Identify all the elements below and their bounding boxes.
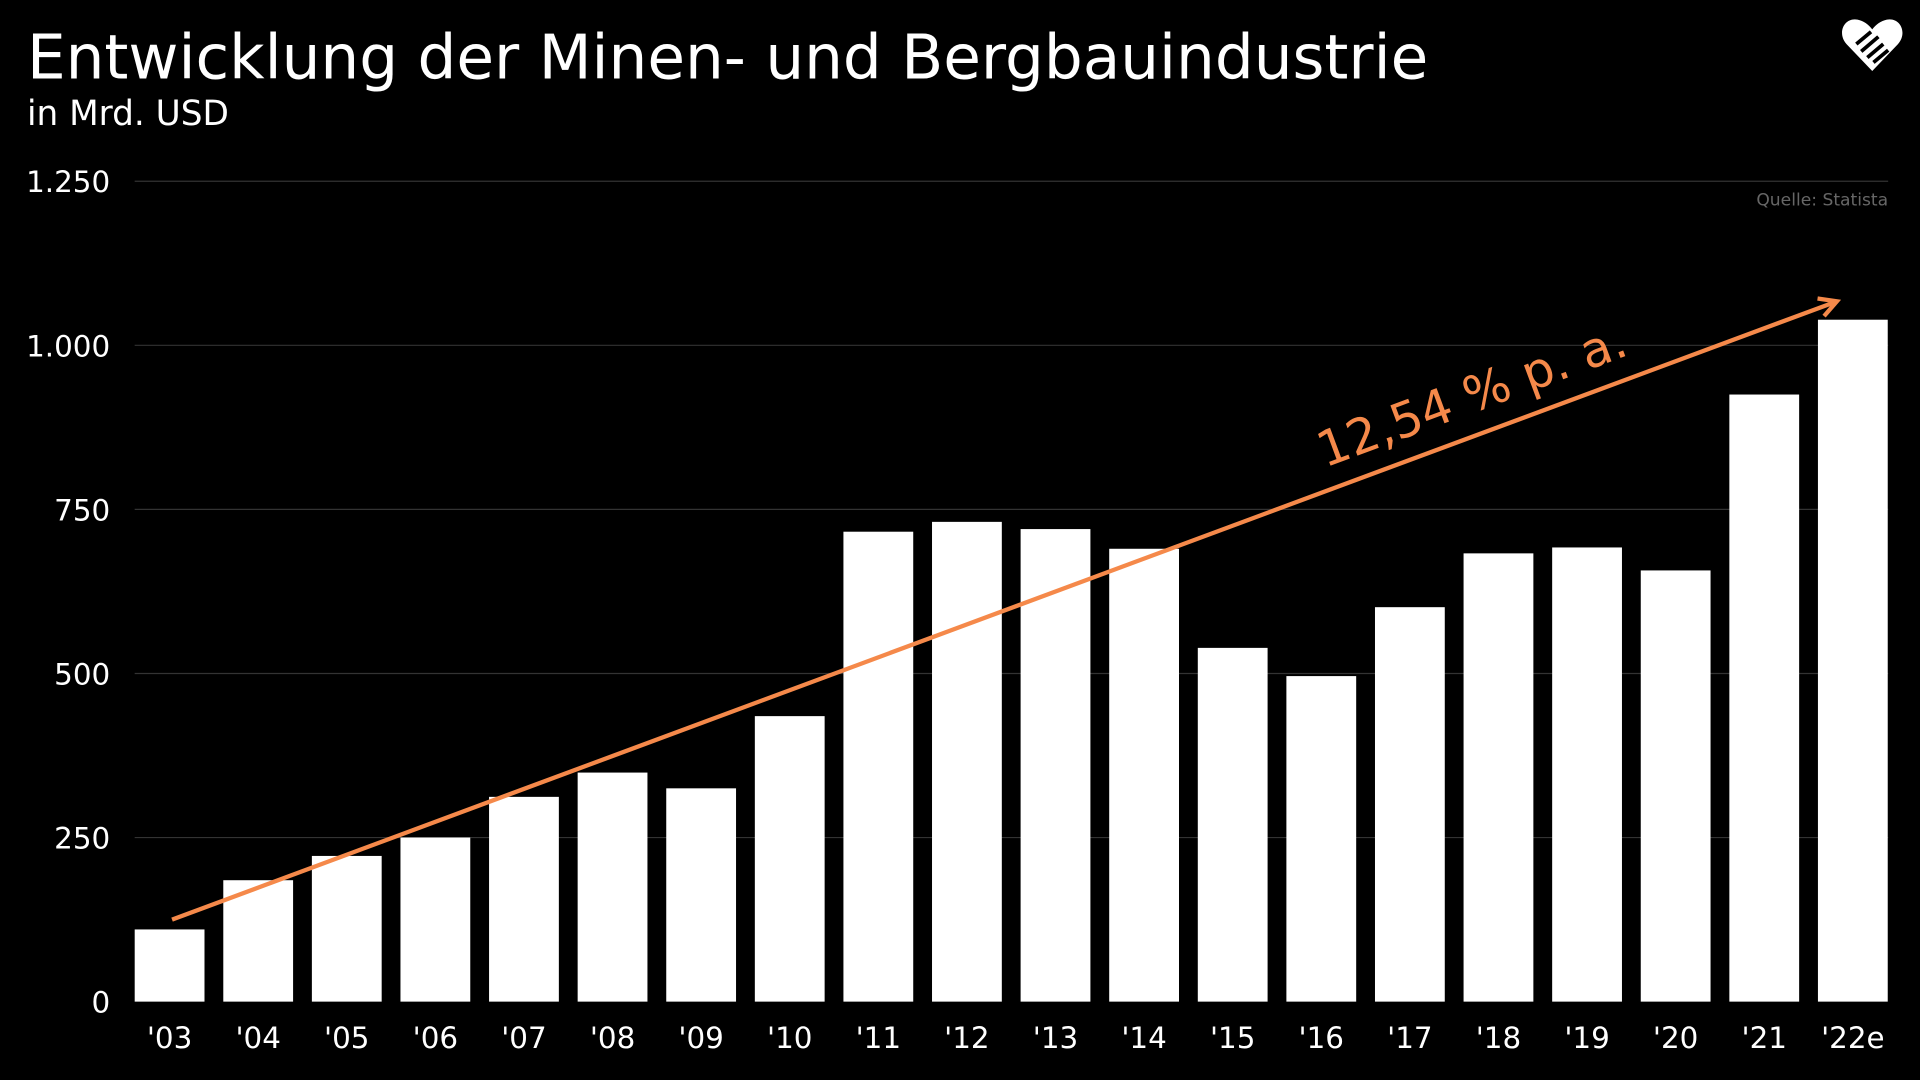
bar-03 <box>134 929 205 1002</box>
x-tick-label: '03 <box>147 1021 192 1055</box>
y-tick-label: 1.250 <box>26 165 110 199</box>
x-tick-label: '16 <box>1299 1021 1344 1055</box>
bar-21 <box>1729 394 1800 1002</box>
x-tick-label: '14 <box>1121 1021 1166 1055</box>
bar-08 <box>577 772 648 1002</box>
bar-15 <box>1197 647 1268 1002</box>
bar-16 <box>1286 676 1357 1002</box>
bar-20 <box>1640 570 1711 1002</box>
trend-line <box>171 299 1838 922</box>
trend-arrow <box>171 296 1842 922</box>
bar-06 <box>400 837 471 1002</box>
x-tick-label: '20 <box>1653 1021 1698 1055</box>
bar-04 <box>223 880 294 1002</box>
bar-09 <box>666 788 737 1002</box>
y-tick-label: 750 <box>54 493 110 527</box>
bar-11 <box>843 531 914 1002</box>
heart-handshake-icon <box>1842 19 1903 72</box>
x-tick-label: '22e <box>1821 1021 1885 1055</box>
grid <box>134 180 1889 839</box>
x-tick-label: '10 <box>767 1021 812 1055</box>
x-tick-label: '04 <box>235 1021 280 1055</box>
x-tick-label: '12 <box>944 1021 989 1055</box>
y-tick-label: 250 <box>54 822 110 856</box>
x-tick-label: '09 <box>678 1021 723 1055</box>
x-tick-label: '18 <box>1476 1021 1521 1055</box>
bar-05 <box>311 855 382 1002</box>
source-note: Quelle: Statista <box>1756 191 1888 211</box>
bar-10 <box>754 716 825 1002</box>
bar-07 <box>489 796 559 1002</box>
x-tick-label: '08 <box>590 1021 635 1055</box>
chart-subtitle: in Mrd. USD <box>27 94 229 134</box>
x-tick-label: '11 <box>856 1021 901 1055</box>
x-tick-label: '05 <box>324 1021 369 1055</box>
x-tick-label: '06 <box>413 1021 458 1055</box>
chart-title: Entwicklung der Minen- und Bergbauindust… <box>27 22 1428 93</box>
x-tick-label: '07 <box>501 1021 546 1055</box>
bar-14 <box>1109 548 1179 1002</box>
bar-22e <box>1817 319 1888 1002</box>
y-tick-label: 500 <box>54 657 110 691</box>
arrow-head <box>1817 296 1842 318</box>
y-axis: 0 250 500 750 1.000 1.250 <box>26 165 110 1019</box>
x-tick-label: '13 <box>1033 1021 1078 1055</box>
bar-17 <box>1374 607 1445 1002</box>
y-tick-label: 1.000 <box>26 329 110 363</box>
x-tick-label: '15 <box>1210 1021 1255 1055</box>
bar-13 <box>1020 529 1091 1002</box>
bar-18 <box>1463 553 1534 1002</box>
bar-12 <box>932 521 1002 1002</box>
y-tick-label: 0 <box>92 986 111 1020</box>
bars <box>134 319 1888 1002</box>
x-axis: '03 '04 '05 '06 '07 '08 '09 '10 '11 '12 '13 '14 '15 '… <box>147 1021 1885 1055</box>
x-tick-label: '17 <box>1387 1021 1432 1055</box>
bar-19 <box>1552 547 1622 1002</box>
x-tick-label: '19 <box>1564 1021 1609 1055</box>
x-tick-label: '21 <box>1742 1021 1787 1055</box>
